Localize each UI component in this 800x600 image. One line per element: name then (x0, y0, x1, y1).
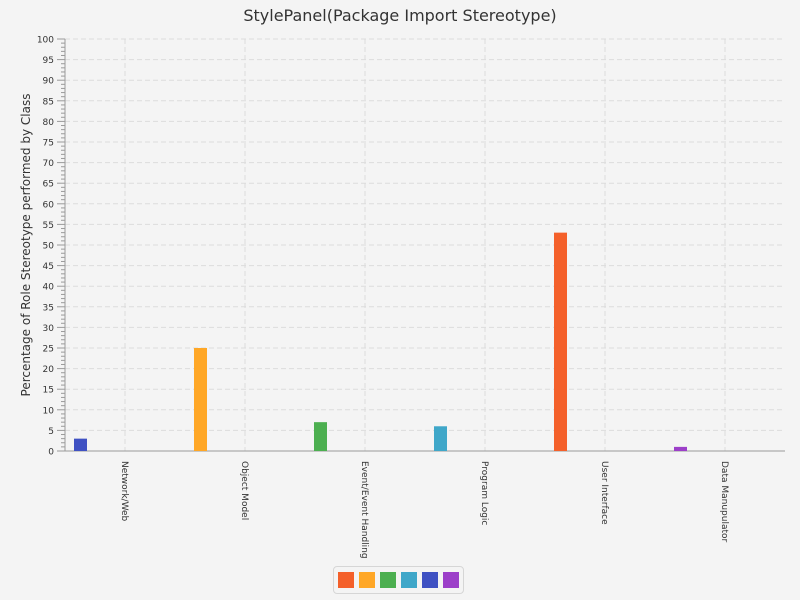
x-tick-label: User Interface (599, 461, 609, 525)
legend-swatch[interactable] (359, 572, 375, 588)
y-tick-label: 40 (43, 283, 55, 293)
y-tick-label: 75 (43, 139, 54, 149)
y-tick-label: 95 (43, 56, 54, 66)
bar[interactable] (434, 426, 447, 451)
y-tick-label: 0 (48, 448, 54, 458)
y-tick-label: 35 (43, 303, 54, 313)
legend-swatch[interactable] (443, 572, 459, 588)
bar[interactable] (554, 233, 567, 451)
x-tick-label: Network/Web (119, 461, 129, 522)
bar[interactable] (314, 422, 327, 451)
y-tick-label: 70 (43, 159, 55, 169)
y-tick-label: 10 (43, 406, 55, 416)
legend-swatch[interactable] (380, 572, 396, 588)
y-tick-label: 100 (37, 36, 54, 46)
legend (333, 566, 464, 594)
y-tick-label: 30 (43, 324, 55, 334)
x-tick-label: Program Logic (479, 461, 489, 525)
axis-layer: 0 5 10 15 20 25 30 35 40 45 50 55 60 65 70 75 80 85 90 95 10… (37, 36, 785, 458)
x-tick-labels: Network/Web Object Model Event/Event Handl… (119, 461, 729, 559)
y-tick-label: 85 (43, 97, 54, 107)
y-tick-label: 65 (43, 180, 54, 190)
y-tick-label: 20 (43, 365, 55, 375)
x-tick-label: Data Manupulator (719, 461, 729, 543)
bar[interactable] (194, 348, 207, 451)
y-tick-label: 90 (43, 77, 55, 87)
y-tick-label: 5 (48, 427, 54, 437)
legend-swatch[interactable] (422, 572, 438, 588)
grid-layer (65, 39, 785, 451)
y-tick-label: 50 (43, 242, 55, 252)
y-tick-label: 80 (43, 118, 55, 128)
y-axis-label: Percentage of Role Stereotype performed … (19, 94, 33, 397)
y-tick-label: 55 (43, 221, 54, 231)
bar[interactable] (74, 439, 87, 451)
bar[interactable] (674, 447, 687, 451)
x-tick-label: Event/Event Handling (359, 461, 369, 559)
y-tick-label: 25 (43, 345, 54, 355)
y-tick-label: 45 (43, 262, 54, 272)
x-tick-label: Object Model (239, 461, 249, 520)
y-tick-label: 15 (43, 386, 54, 396)
legend-swatch[interactable] (338, 572, 354, 588)
y-tick-label: 60 (43, 200, 55, 210)
legend-swatch[interactable] (401, 572, 417, 588)
